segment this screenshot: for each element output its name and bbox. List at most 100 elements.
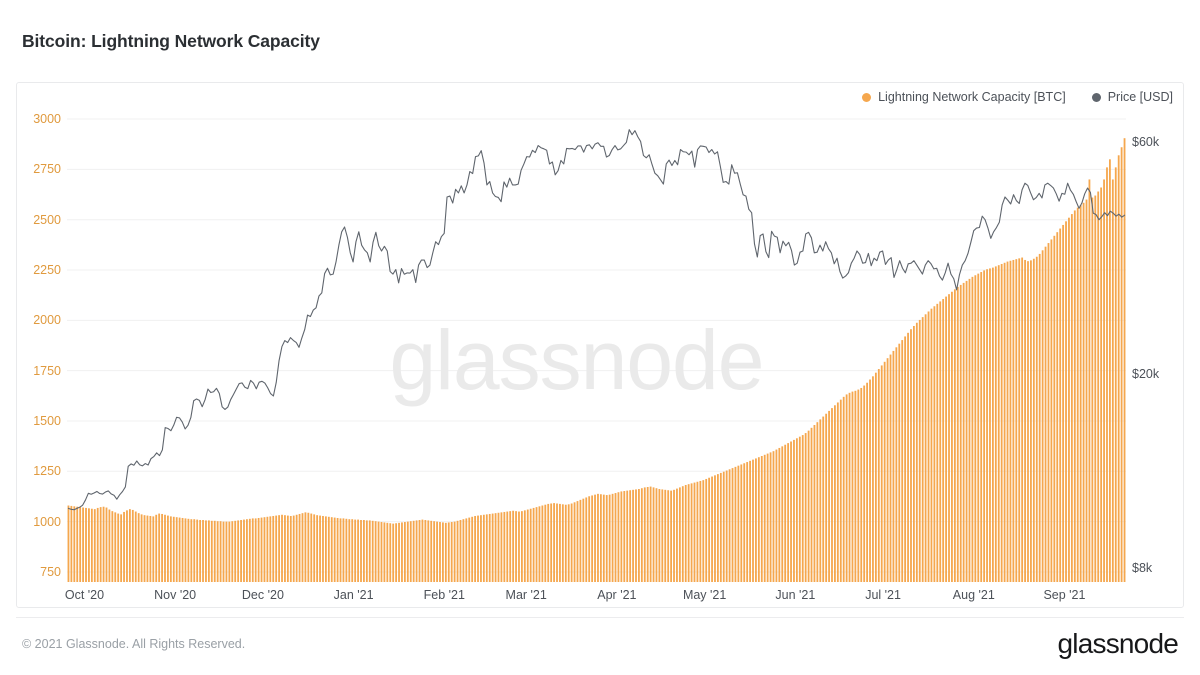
capacity-bar (717, 474, 719, 582)
price-line (67, 129, 1126, 511)
dot-icon (1091, 92, 1101, 102)
capacity-bar (509, 511, 512, 582)
capacity-bar (1114, 167, 1117, 582)
capacity-bar (1030, 260, 1032, 582)
capacity-bar (898, 343, 901, 582)
x-axis-tick: Oct '20 (64, 588, 105, 602)
capacity-bar (137, 513, 140, 582)
capacity-bar (1050, 239, 1053, 582)
capacity-bar (371, 520, 374, 582)
capacity-bar (532, 507, 535, 582)
capacity-bar (175, 517, 178, 582)
capacity-bar (693, 482, 696, 582)
capacity-bar (497, 512, 500, 582)
capacity-bar (471, 516, 474, 582)
capacity-bar (128, 509, 131, 582)
capacity-bar (787, 443, 790, 582)
capacity-bar (380, 522, 383, 582)
capacity-bar (377, 521, 380, 582)
capacity-bar (866, 382, 868, 582)
capacity-bar (684, 484, 687, 582)
legend-item-price[interactable]: Price [USD] (1091, 90, 1173, 104)
capacity-bar (646, 487, 649, 582)
capacity-bar (585, 497, 588, 582)
capacity-bar (383, 522, 386, 582)
capacity-bar (538, 506, 541, 582)
capacity-bar (980, 272, 983, 582)
x-axis: Oct '20 Nov '20 Dec '20 Jan '21 Feb '21 Mar '… (64, 584, 1126, 608)
capacity-bar (567, 504, 570, 582)
capacity-bar (1035, 256, 1038, 582)
capacity-bar (822, 416, 825, 582)
capacity-bar (222, 521, 225, 582)
capacity-bar (1027, 261, 1029, 582)
capacity-bar (485, 514, 488, 582)
capacity-bar (673, 489, 675, 582)
capacity-bar (172, 516, 175, 582)
capacity-bar (652, 487, 655, 582)
capacity-bar (570, 503, 573, 582)
capacity-bar (848, 392, 851, 582)
capacity-bar (965, 280, 968, 582)
capacity-bar (1021, 257, 1024, 582)
capacity-bar (488, 513, 491, 582)
capacity-bar (986, 269, 988, 582)
capacity-bar (386, 522, 389, 582)
capacity-bar (316, 515, 319, 582)
capacity-bar (781, 446, 784, 582)
capacity-bar (1073, 210, 1076, 582)
capacity-bar (556, 503, 558, 582)
capacity-bar (588, 496, 591, 582)
capacity-bar (90, 508, 93, 582)
capacity-bar (286, 515, 289, 582)
capacity-bar (304, 512, 307, 582)
capacity-bar (872, 376, 874, 582)
capacity-bar (752, 459, 754, 582)
capacity-bar (831, 408, 833, 582)
capacity-bar (880, 365, 883, 582)
capacity-bar (921, 317, 924, 582)
chart-legend: Lightning Network Capacity [BTC] Price [… (862, 90, 1173, 104)
capacity-bar (649, 486, 652, 582)
capacity-bar (904, 336, 907, 582)
capacity-bar (433, 521, 436, 582)
capacity-bar (553, 503, 555, 582)
capacity-bar (1123, 138, 1126, 582)
capacity-bar (418, 520, 421, 582)
capacity-bar (939, 301, 942, 582)
capacity-bar (1085, 199, 1088, 582)
capacity-bar (836, 402, 839, 582)
glassnode-logo: glassnode (1057, 628, 1179, 659)
capacity-bar (70, 505, 73, 582)
capacity-bar (424, 520, 427, 582)
capacity-bar (439, 522, 441, 582)
capacity-bar (605, 495, 608, 582)
capacity-bar (506, 511, 509, 582)
capacity-bar (874, 372, 877, 582)
capacity-bar (1056, 232, 1059, 582)
capacity-bar (860, 387, 863, 582)
y-axis-left: 3000 2750 2500 2250 2000 1750 1500 1250 1000 750 (17, 109, 61, 582)
capacity-bar (278, 515, 280, 582)
capacity-bar (1006, 261, 1009, 582)
capacity-bar (1018, 258, 1021, 582)
capacity-bar (678, 487, 681, 582)
capacity-bar (251, 518, 254, 582)
capacity-bar (933, 306, 936, 582)
capacity-bar (398, 522, 400, 582)
capacity-bar (573, 502, 576, 582)
legend-item-capacity[interactable]: Lightning Network Capacity [BTC] (862, 90, 1066, 104)
capacity-bar (213, 520, 216, 582)
y-axis-right-tick: $60k (1132, 134, 1160, 149)
capacity-bar (120, 514, 123, 582)
capacity-bar (207, 520, 210, 582)
capacity-bar (406, 521, 409, 582)
capacity-bar (96, 507, 99, 582)
capacity-bar (178, 517, 181, 582)
capacity-bar (839, 399, 842, 582)
capacity-bar (559, 503, 561, 582)
capacity-bar (550, 503, 553, 582)
capacity-bar (594, 494, 596, 582)
capacity-bar (617, 492, 620, 582)
capacity-bar (942, 299, 945, 582)
